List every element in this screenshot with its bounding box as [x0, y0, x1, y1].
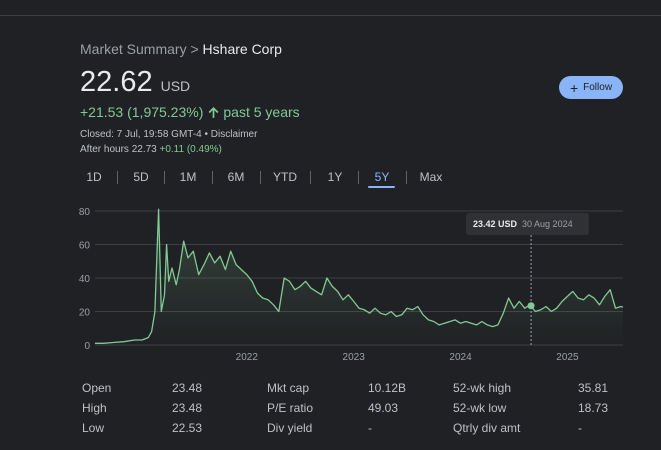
y-tick-label: 40	[79, 274, 91, 285]
top-divider	[0, 15, 661, 16]
tab-divider	[164, 171, 165, 184]
tab-1y[interactable]: 1Y	[327, 170, 343, 184]
hover-point	[527, 302, 535, 310]
stat-label-52wk-high: 52-wk high	[453, 381, 512, 395]
stat-label-low: Low	[82, 421, 105, 435]
tooltip-date: 30 Aug 2024	[522, 219, 573, 229]
breadcrumb-parent[interactable]: Market Summary	[80, 41, 187, 57]
change-period: past 5 years	[223, 104, 300, 120]
stat-value-pe-ratio: 49.03	[368, 401, 399, 415]
change-value: +21.53 (1,975.23%)	[80, 104, 204, 120]
after-hours-info: After hours 22.73 +0.11 (0.49%)	[80, 144, 222, 155]
tab-5d[interactable]: 5D	[133, 170, 149, 184]
follow-label: Follow	[583, 82, 613, 93]
tab-1m[interactable]: 1M	[179, 170, 197, 184]
stat-value-52wk-low: 18.73	[578, 401, 609, 415]
tab-divider	[310, 171, 311, 184]
stat-value-low: 22.53	[172, 421, 203, 435]
current-price: 22.62	[80, 66, 153, 98]
chart-tooltip: 23.42 USD 30 Aug 2024	[466, 213, 589, 235]
breadcrumb-separator: >	[190, 41, 199, 57]
plus-icon: +	[569, 79, 579, 96]
tab-max[interactable]: Max	[419, 170, 443, 184]
price-chart[interactable]: 80 60 40 20 0 2022 2023 2024 2025	[0, 200, 661, 365]
tooltip-price: 23.42 USD	[473, 219, 518, 229]
price-line	[95, 208, 624, 344]
stat-value-div-yield: -	[368, 421, 372, 435]
tab-1d[interactable]: 1D	[86, 170, 102, 184]
follow-button[interactable]: + Follow	[559, 76, 623, 99]
stat-value-mkt-cap: 10.12B	[368, 381, 407, 395]
stat-value-52wk-high: 35.81	[578, 381, 609, 395]
stat-label-div-yield: Div yield	[267, 421, 313, 435]
currency: USD	[160, 78, 191, 94]
stat-label-52wk-low: 52-wk low	[453, 401, 507, 415]
tab-5y[interactable]: 5Y	[374, 170, 390, 184]
stat-value-high: 23.48	[172, 401, 203, 415]
x-tick-label: 2022	[236, 352, 259, 363]
active-tab-indicator	[368, 186, 395, 188]
price-row: 22.62 USD	[80, 66, 190, 99]
closed-info: Closed: 7 Jul, 19:58 GMT-4 • Disclaimer	[80, 129, 258, 140]
tab-ytd[interactable]: YTD	[273, 170, 297, 184]
after-hours-label: After hours 22.73	[80, 144, 157, 155]
breadcrumb: Market Summary > Hshare Corp	[80, 41, 282, 57]
tab-divider	[212, 171, 213, 184]
after-hours-change: +0.11 (0.49%)	[159, 144, 222, 155]
tab-6m[interactable]: 6M	[227, 170, 245, 184]
tab-divider	[358, 171, 359, 184]
x-tick-label: 2025	[556, 352, 579, 363]
y-tick-label: 20	[79, 308, 91, 319]
stat-label-mkt-cap: Mkt cap	[267, 381, 310, 395]
y-tick-label: 60	[79, 241, 91, 252]
price-area	[95, 209, 623, 345]
tab-divider	[260, 171, 261, 184]
stat-value-qtrly-div: -	[578, 421, 582, 435]
stat-label-qtrly-div: Qtrly div amt	[453, 421, 521, 435]
y-tick-label: 80	[79, 207, 91, 218]
stat-label-open: Open	[82, 381, 112, 395]
x-tick-label: 2024	[449, 352, 472, 363]
tab-divider	[406, 171, 407, 184]
company-name: Hshare Corp	[202, 41, 282, 57]
stat-label-high: High	[82, 401, 107, 415]
arrow-up-icon	[208, 106, 219, 118]
price-change: +21.53 (1,975.23%) past 5 years	[80, 104, 300, 120]
stat-value-open: 23.48	[172, 381, 203, 395]
stat-label-pe-ratio: P/E ratio	[267, 401, 314, 415]
y-tick-label: 0	[84, 341, 90, 352]
tab-divider	[117, 171, 118, 184]
x-tick-label: 2023	[343, 352, 366, 363]
